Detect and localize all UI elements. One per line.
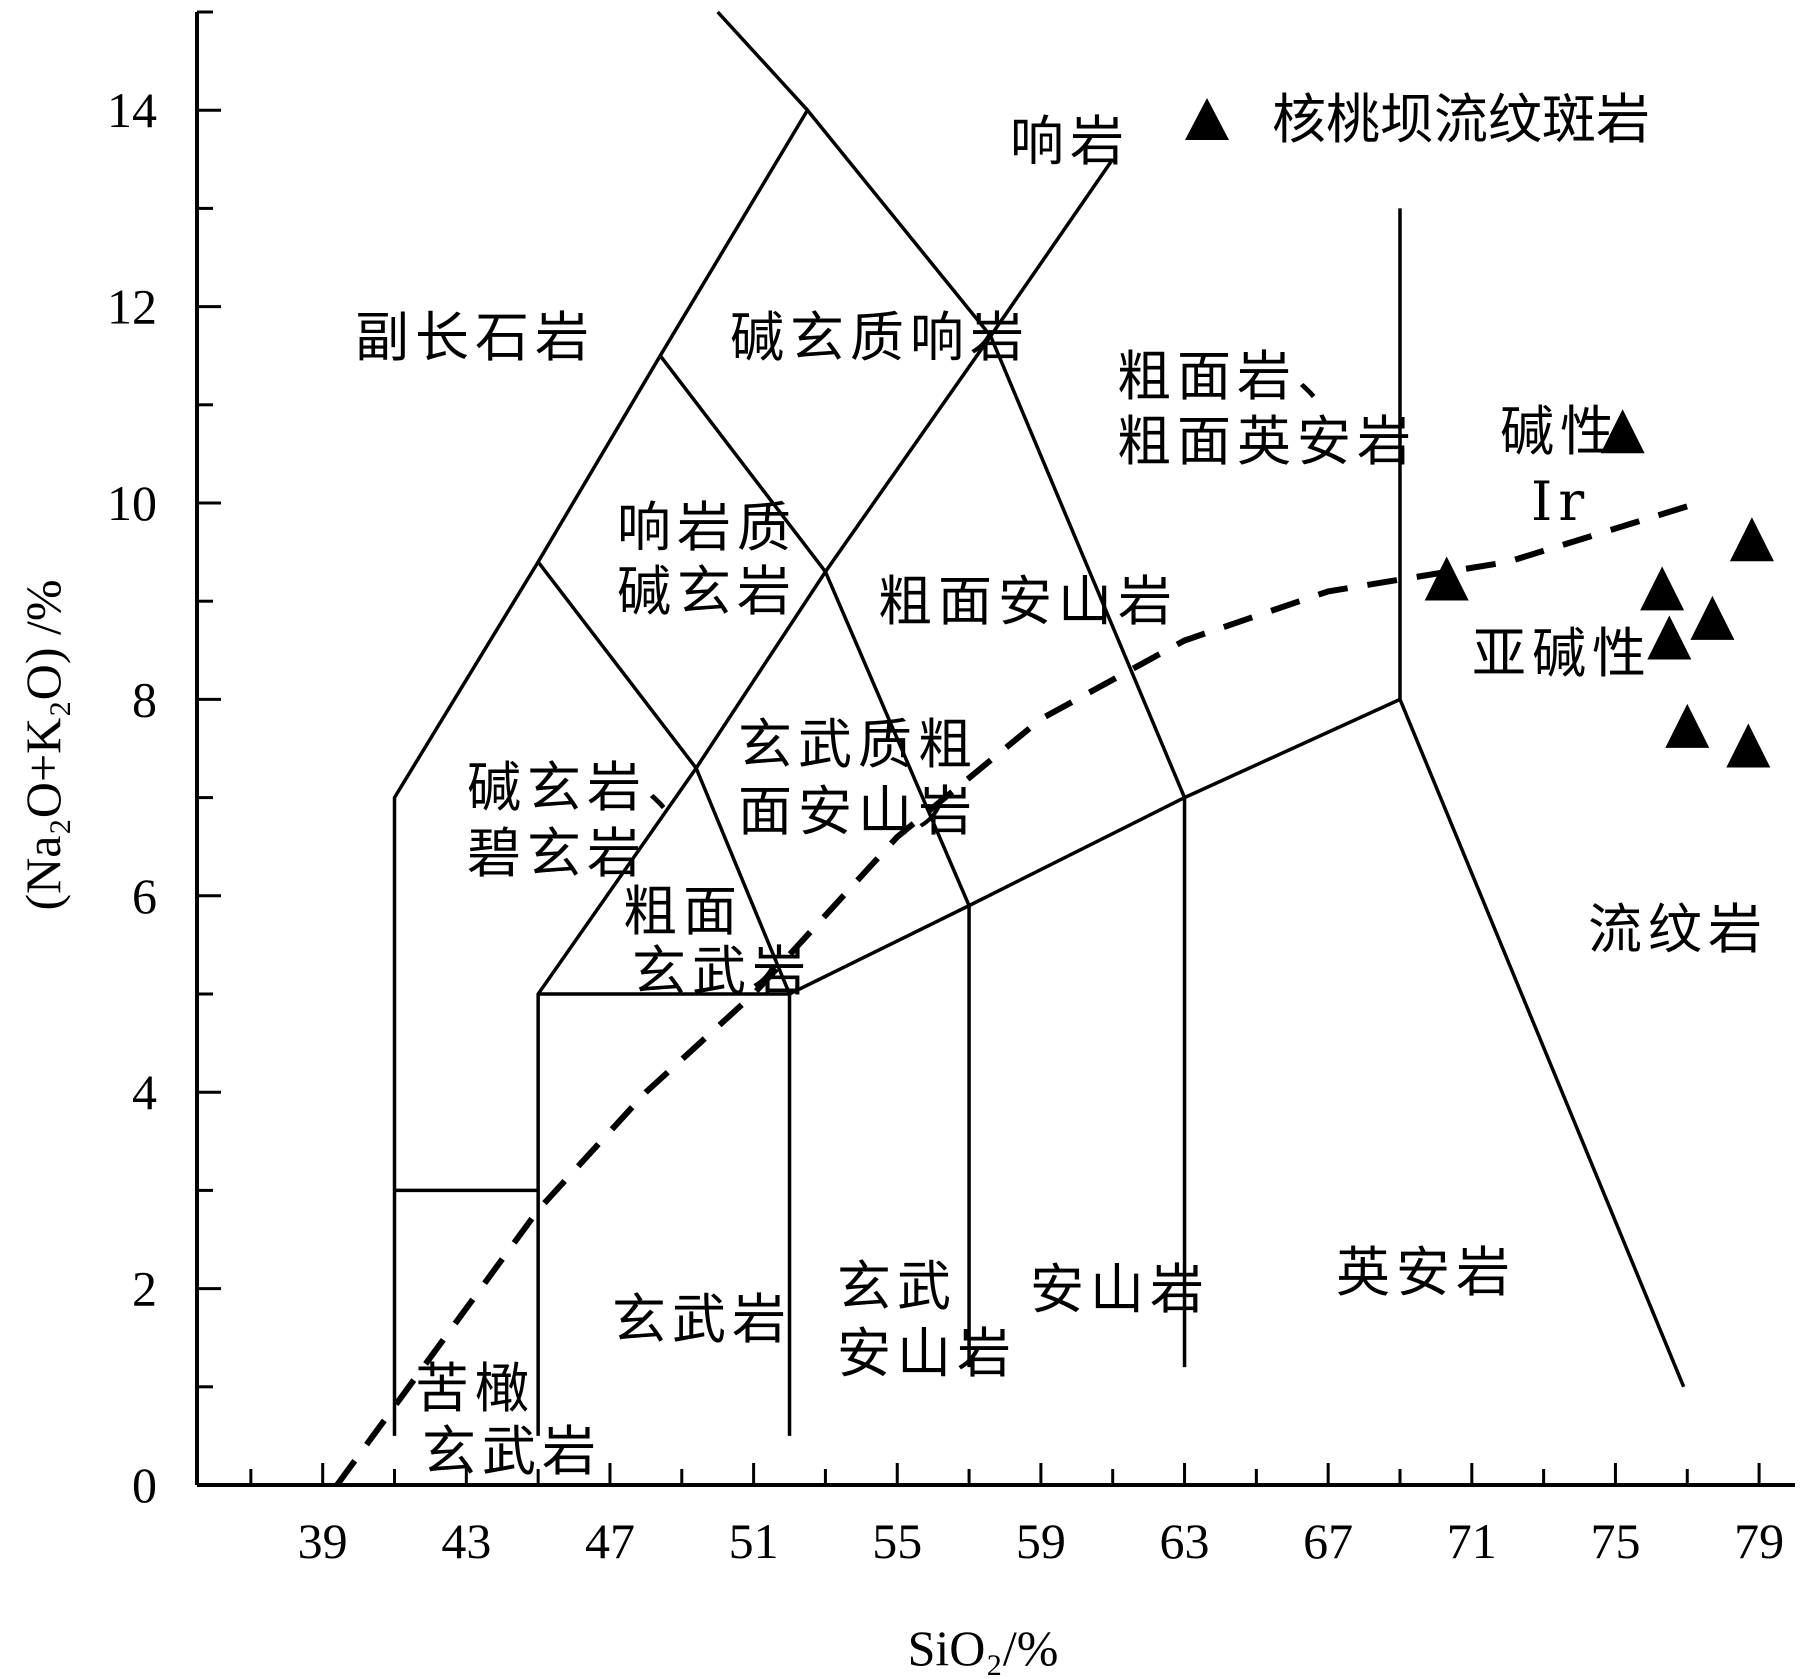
x-tick-label: 75 <box>1590 1513 1640 1569</box>
region-label: Ir <box>1531 470 1590 533</box>
region-label: 面安山岩 <box>738 780 978 843</box>
x-tick-label: 71 <box>1447 1513 1497 1569</box>
x-tick-label: 63 <box>1160 1513 1210 1569</box>
data-point-triangle <box>1640 566 1685 611</box>
region-label: 玄武岩 <box>612 1288 792 1351</box>
boundary-line <box>536 158 1115 1436</box>
y-tick-label: 4 <box>132 1064 157 1120</box>
y-tick-label: 2 <box>132 1261 157 1317</box>
x-tick-label: 43 <box>441 1513 491 1569</box>
x-tick-label: 79 <box>1734 1513 1784 1569</box>
boundary-line <box>536 560 792 1436</box>
region-label: 玄武质粗 <box>738 713 978 776</box>
y-tick-label: 10 <box>107 475 157 531</box>
region-label: 碱玄质响岩 <box>730 306 1030 369</box>
alkaline-subalkaline-divide <box>334 500 1699 1487</box>
y-axis-title: (Na₂O+K₂O) /% <box>15 579 71 910</box>
region-label: 碱玄岩 <box>617 560 797 623</box>
region-label: 响岩质 <box>617 496 797 559</box>
legend: 核桃坝流纹斑岩 <box>1185 88 1650 151</box>
x-tick-label: 47 <box>585 1513 635 1569</box>
region-label: 英安岩 <box>1336 1241 1516 1304</box>
region-label: 碱性 <box>1500 400 1620 463</box>
boundary-line <box>658 354 971 1368</box>
legend-label: 核桃坝流纹斑岩 <box>1272 88 1650 151</box>
y-tick-label: 14 <box>107 82 157 138</box>
region-label: 碧玄岩 <box>467 822 647 885</box>
axes: 0 2 4 6 8 10 12 14 39 43 47 51 55 59 63 67 71 75 79 <box>107 10 1795 1569</box>
x-tick-label: 39 <box>298 1513 348 1569</box>
boundary-line <box>392 107 1187 1436</box>
region-label: 安山岩 <box>1030 1258 1210 1321</box>
data-point-triangle <box>1647 615 1692 660</box>
region-label: 玄武岩 <box>422 1420 602 1483</box>
divide-line <box>334 500 1699 1487</box>
x-tick-label: 59 <box>1016 1513 1066 1569</box>
x-tick-label: 55 <box>872 1513 922 1569</box>
region-label: 玄武 <box>837 1255 957 1318</box>
boundary-line <box>538 697 1401 996</box>
data-point-triangle <box>1665 703 1710 748</box>
data-point-triangle <box>1726 723 1771 768</box>
region-label: 亚碱性 <box>1472 622 1652 685</box>
y-tick-label: 6 <box>132 868 157 924</box>
region-label: 粗面英安岩 <box>1117 410 1417 473</box>
region-label: 安山岩 <box>837 1322 1017 1385</box>
data-point-triangle <box>1424 556 1469 601</box>
region-label: 副长石岩 <box>355 306 595 369</box>
y-tick-label: 12 <box>107 279 157 335</box>
y-tick-label: 8 <box>132 671 157 727</box>
x-tick-label: 67 <box>1303 1513 1353 1569</box>
region-label: 苦橄 <box>415 1357 535 1420</box>
y-tick-label: 0 <box>132 1457 157 1513</box>
region-label: 流纹岩 <box>1588 898 1768 961</box>
region-label: 粗面安山岩 <box>878 570 1178 633</box>
region-label: 碱玄岩、 <box>467 756 707 819</box>
region-label: 粗面 <box>623 880 743 943</box>
region-label: 玄武岩 <box>632 940 812 1003</box>
x-axis-title: SiO₂/% <box>908 1620 1059 1676</box>
boundary-line <box>716 10 809 112</box>
classification-boundaries <box>392 10 1686 1436</box>
region-label: 响岩 <box>1010 110 1130 173</box>
data-point-triangle <box>1690 595 1735 640</box>
data-points <box>1424 409 1774 768</box>
x-tick-label: 51 <box>729 1513 779 1569</box>
data-point-triangle <box>1600 409 1645 454</box>
region-label: 粗面岩、 <box>1117 345 1357 408</box>
boundary-line <box>1398 208 1686 1388</box>
data-point-triangle <box>1729 517 1774 562</box>
legend-triangle-marker <box>1185 98 1229 140</box>
